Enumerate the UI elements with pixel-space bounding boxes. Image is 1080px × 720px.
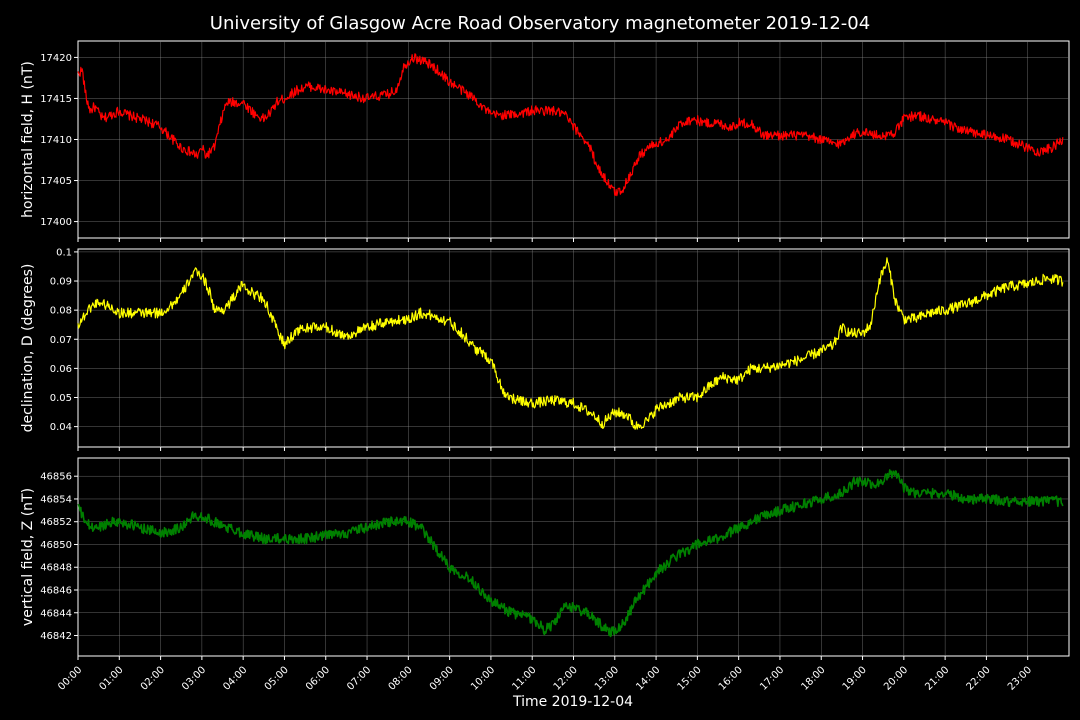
y-tick-label: 0.07	[50, 335, 72, 346]
series-line-1	[77, 53, 1064, 197]
y-tick-label: 46842	[40, 631, 72, 642]
y-tick-label: 0.09	[50, 277, 72, 288]
panel-2: 0.04 0.05 0.06 0.07 0.08 0.09 0.1 declination, …	[20, 247, 1070, 451]
chart-title: University of Glasgow Acre Road Observat…	[210, 13, 870, 34]
y-tick-label: 17415	[40, 94, 72, 105]
panels: 17400 17405 17410 17415 17420 horizontal fiel…	[20, 40, 1070, 693]
y-tick-label: 17410	[40, 135, 72, 146]
y-tick-label: 0.06	[50, 364, 72, 375]
y-tick-label: 46852	[40, 517, 72, 528]
y-tick-label: 0.08	[50, 306, 72, 317]
panel-1: 17400 17405 17410 17415 17420 horizontal fiel…	[20, 40, 1070, 242]
y-tick-label: 17420	[40, 53, 72, 64]
y-axis-label: vertical field, Z (nT)	[20, 488, 36, 626]
y-tick-label: 17400	[40, 217, 72, 228]
series-line-3	[77, 469, 1064, 638]
y-tick-label: 0.1	[56, 247, 72, 258]
y-tick-label: 46846	[40, 586, 72, 597]
y-axis-label: declination, D (degrees)	[20, 264, 36, 433]
y-tick-label: 0.04	[50, 422, 72, 433]
x-axis-label: Time 2019-12-04	[512, 694, 633, 710]
series-line-2	[77, 257, 1064, 430]
y-tick-label: 0.05	[50, 393, 72, 404]
y-tick-label: 46854	[40, 494, 72, 505]
y-tick-label: 46850	[40, 540, 72, 551]
y-tick-label: 46844	[40, 608, 72, 619]
y-tick-label: 17405	[40, 176, 72, 187]
y-tick-label: 46848	[40, 563, 72, 574]
y-axis-label: horizontal field, H (nT)	[20, 61, 36, 218]
panel-3: 46842 46844 46846 46848 46850 46852 46854 46856…	[20, 457, 1070, 660]
y-tick-label: 46856	[40, 472, 72, 483]
